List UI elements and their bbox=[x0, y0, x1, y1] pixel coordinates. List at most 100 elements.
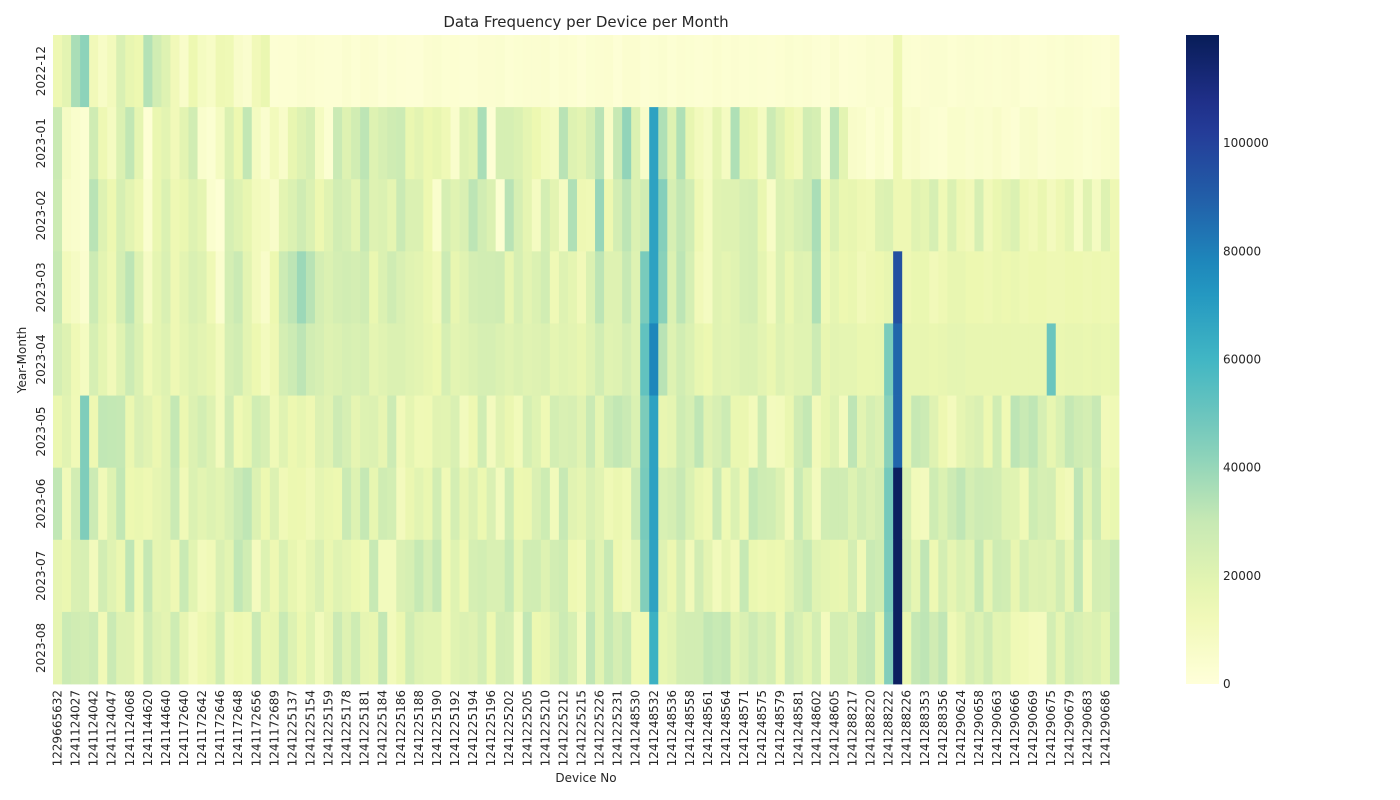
heatmap-cell bbox=[459, 611, 469, 685]
heatmap-cell bbox=[314, 35, 325, 108]
heatmap-cell bbox=[62, 323, 72, 396]
heatmap-cell bbox=[974, 467, 984, 541]
heatmap-cell bbox=[1064, 467, 1075, 541]
heatmap-cell bbox=[251, 467, 262, 541]
x-tick-label: 1241172646 bbox=[213, 690, 227, 766]
heatmap-cell bbox=[224, 35, 235, 108]
heatmap-cell bbox=[884, 251, 894, 324]
heatmap-cell bbox=[513, 539, 524, 613]
heatmap-cell bbox=[143, 35, 153, 108]
heatmap-cell bbox=[884, 35, 894, 108]
heatmap-cell bbox=[387, 251, 397, 324]
heatmap-cell bbox=[902, 539, 912, 613]
heatmap-cell bbox=[694, 251, 704, 324]
heatmap-cell bbox=[1019, 179, 1030, 252]
heatmap-cell bbox=[251, 251, 262, 324]
heatmap-cell bbox=[956, 395, 966, 469]
heatmap-cell bbox=[911, 539, 921, 613]
heatmap-cell bbox=[477, 179, 488, 252]
heatmap-cell bbox=[739, 107, 750, 180]
heatmap-cell bbox=[1046, 467, 1057, 541]
heatmap-cell bbox=[748, 395, 759, 469]
heatmap-cell bbox=[161, 323, 171, 396]
heatmap-cell bbox=[694, 395, 704, 469]
heatmap-cell bbox=[1028, 179, 1039, 252]
heatmap-cell bbox=[522, 323, 533, 396]
heatmap-cell bbox=[215, 539, 226, 613]
heatmap-cell bbox=[1046, 179, 1057, 252]
heatmap-cell bbox=[143, 539, 153, 613]
heatmap-cell bbox=[748, 539, 759, 613]
heatmap-cell bbox=[1001, 251, 1011, 324]
heatmap-cell bbox=[197, 35, 207, 108]
heatmap-cell bbox=[98, 323, 108, 396]
heatmap-cell bbox=[784, 323, 795, 396]
x-tick-label: 1241248571 bbox=[737, 690, 751, 766]
heatmap-cell bbox=[847, 35, 858, 108]
heatmap-cell bbox=[531, 611, 542, 685]
heatmap-cell bbox=[893, 611, 903, 685]
heatmap-cell bbox=[387, 467, 397, 541]
heatmap-cell bbox=[983, 35, 993, 108]
heatmap-cell bbox=[197, 611, 207, 685]
heatmap-cell bbox=[622, 107, 632, 180]
heatmap-cell bbox=[703, 611, 713, 685]
heatmap-cell bbox=[242, 467, 253, 541]
heatmap-cell bbox=[1109, 395, 1120, 469]
heatmap-cell bbox=[107, 395, 117, 469]
heatmap-cell bbox=[929, 467, 939, 541]
heatmap-cell bbox=[604, 611, 614, 685]
heatmap-cell bbox=[983, 467, 993, 541]
heatmap-cell bbox=[342, 251, 352, 324]
heatmap-cell bbox=[459, 395, 469, 469]
heatmap-cell bbox=[495, 251, 506, 324]
heatmap-cell bbox=[730, 611, 740, 685]
heatmap-cell bbox=[468, 179, 478, 252]
heatmap-cell bbox=[215, 323, 226, 396]
heatmap-cell bbox=[595, 35, 605, 108]
heatmap-cell bbox=[278, 611, 289, 685]
heatmap-cell bbox=[333, 35, 343, 108]
heatmap-cell bbox=[757, 251, 768, 324]
heatmap-cell bbox=[333, 107, 343, 180]
heatmap-cell bbox=[161, 107, 171, 180]
heatmap-cell bbox=[107, 251, 117, 324]
heatmap-cell bbox=[576, 251, 587, 324]
heatmap-cell bbox=[125, 395, 135, 469]
heatmap-cell bbox=[992, 323, 1002, 396]
heatmap-cell bbox=[721, 539, 731, 613]
heatmap-cell bbox=[296, 467, 307, 541]
heatmap-cell bbox=[152, 395, 162, 469]
heatmap-cell bbox=[613, 467, 623, 541]
x-tick-label: 1229665632 bbox=[51, 690, 65, 766]
heatmap-cell bbox=[802, 611, 813, 685]
heatmap-cell bbox=[1055, 35, 1066, 108]
heatmap-cell bbox=[558, 179, 569, 252]
heatmap-cell bbox=[838, 467, 849, 541]
heatmap-cell bbox=[152, 35, 162, 108]
heatmap-cell bbox=[441, 395, 451, 469]
heatmap-cell bbox=[360, 539, 370, 613]
heatmap-cell bbox=[938, 107, 948, 180]
heatmap-cell bbox=[450, 539, 460, 613]
heatmap-cell bbox=[558, 395, 569, 469]
heatmap-cell bbox=[278, 251, 289, 324]
heatmap-cell bbox=[703, 179, 713, 252]
heatmap-cell bbox=[513, 107, 524, 180]
heatmap-cells bbox=[53, 35, 1120, 685]
x-tick-label: 1241172689 bbox=[267, 690, 281, 766]
heatmap-cell bbox=[134, 107, 144, 180]
heatmap-cell bbox=[378, 611, 388, 685]
heatmap-cell bbox=[89, 251, 99, 324]
heatmap-cell bbox=[206, 323, 217, 396]
heatmap-cell bbox=[459, 107, 469, 180]
heatmap-cell bbox=[450, 107, 460, 180]
heatmap-cell bbox=[829, 179, 840, 252]
heatmap-cell bbox=[53, 35, 63, 108]
heatmap-cell bbox=[441, 179, 451, 252]
heatmap-cell bbox=[450, 179, 460, 252]
heatmap-cell bbox=[333, 611, 343, 685]
heatmap-cell bbox=[847, 395, 858, 469]
heatmap-cell bbox=[486, 467, 497, 541]
x-tick-label: 1241124042 bbox=[87, 690, 101, 766]
